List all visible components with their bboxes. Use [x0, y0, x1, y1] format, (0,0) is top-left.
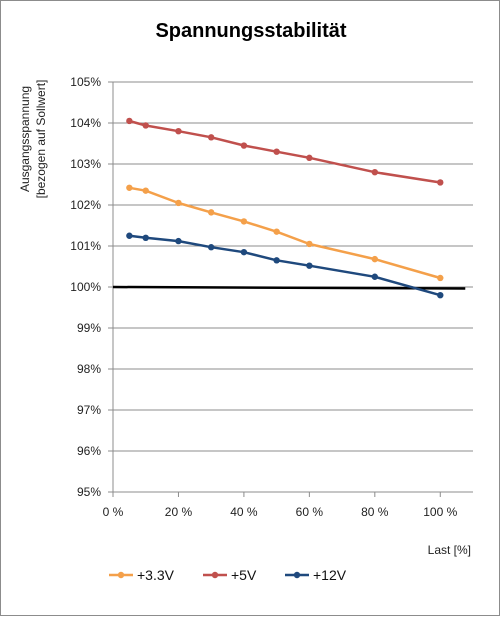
- series-2-point: [273, 257, 280, 264]
- series-2-point: [437, 292, 444, 299]
- series-1-point: [437, 179, 444, 186]
- legend-marker-2: [293, 571, 301, 579]
- legend-marker-0: [117, 571, 125, 579]
- y-tick-label: 95%: [77, 485, 101, 499]
- y-tick-label: 101%: [70, 239, 101, 253]
- series-1-point: [142, 122, 149, 129]
- x-axis-title: Last [%]: [428, 543, 471, 557]
- x-tick-label: 100 %: [423, 505, 457, 519]
- x-tick-label: 80 %: [361, 505, 389, 519]
- x-tick-label: 40 %: [230, 505, 258, 519]
- series-2-point: [371, 273, 379, 280]
- series-2-point: [175, 237, 182, 245]
- legend-label-1: +5V: [231, 567, 257, 583]
- series-1-point: [175, 128, 182, 135]
- y-axis-title-line1: Ausgangsspannung: [18, 86, 32, 192]
- reference-line-100: [112, 285, 466, 290]
- series-2-point: [126, 232, 133, 239]
- y-tick-label: 102%: [70, 198, 101, 212]
- x-tick-label: 0 %: [103, 505, 124, 519]
- y-tick-label: 100%: [70, 280, 101, 294]
- legend-label-0: +3.3V: [137, 567, 175, 583]
- series-1-point: [207, 134, 215, 141]
- y-tick-label: 97%: [77, 403, 101, 417]
- y-tick-label: 98%: [77, 362, 101, 376]
- x-tick-label: 20 %: [165, 505, 193, 519]
- series-2-point: [240, 248, 248, 256]
- y-tick-label: 96%: [77, 444, 101, 458]
- series-1-point: [306, 154, 313, 162]
- x-tick-label: 60 %: [296, 505, 324, 519]
- series-2-point: [306, 262, 313, 269]
- y-axis-title-line2: [bezogen auf Sollwert]: [34, 80, 48, 199]
- series-2-point: [142, 234, 149, 241]
- series-0-point: [240, 218, 248, 225]
- series-1-point: [371, 169, 379, 176]
- series-0-point: [273, 228, 280, 235]
- series-1-point: [126, 117, 133, 125]
- series-0-point: [437, 274, 444, 282]
- axes: [108, 81, 473, 497]
- y-tick-label: 103%: [70, 157, 101, 171]
- series-0-point: [306, 240, 313, 248]
- series-lines: [112, 117, 466, 299]
- y-tick-label: 105%: [70, 75, 101, 89]
- series-2-point: [207, 244, 215, 251]
- series-0-point: [175, 199, 182, 207]
- series-0-point: [126, 184, 133, 191]
- legend: +3.3V +5V +12V: [109, 567, 347, 583]
- series-1-point: [273, 148, 280, 155]
- series-0-point: [142, 187, 149, 194]
- y-tick-label: 99%: [77, 321, 101, 335]
- series-0-point: [371, 255, 379, 263]
- tick-labels: 95% 96% 97% 98% 99% 100% 101% 102% 103% 104% 105% 0…: [70, 75, 457, 519]
- series-0-point: [207, 209, 215, 216]
- legend-label-2: +12V: [313, 567, 347, 583]
- y-tick-label: 104%: [70, 116, 101, 130]
- legend-marker-1: [211, 571, 219, 579]
- chart-title: Spannungsstabilität: [155, 20, 346, 42]
- series-1-point: [240, 142, 248, 149]
